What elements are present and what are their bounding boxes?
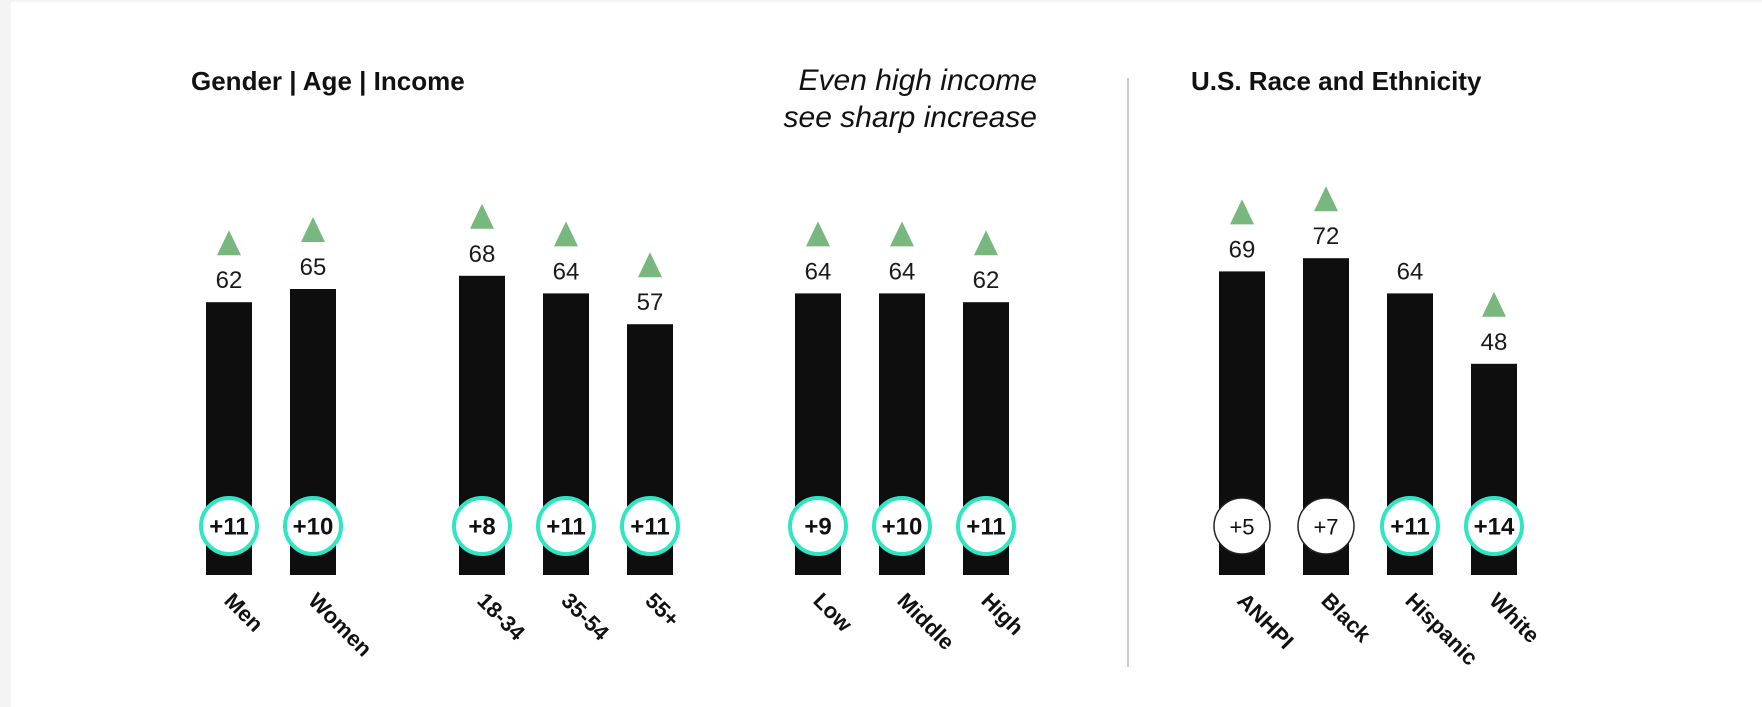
significant-change-circle xyxy=(1380,496,1440,556)
significant-change-circle xyxy=(872,496,932,556)
value-label: 64 xyxy=(1397,258,1424,285)
change-label: +11 xyxy=(1390,514,1429,541)
significant-change-circle xyxy=(452,496,512,556)
up-arrow-icon xyxy=(1314,186,1338,212)
value-label: 64 xyxy=(553,258,580,285)
value-label: 72 xyxy=(1313,223,1340,250)
category-label: Black xyxy=(1316,588,1376,648)
change-label: +10 xyxy=(293,514,334,541)
up-arrow-icon xyxy=(806,221,830,247)
change-label: +11 xyxy=(546,514,585,541)
significant-change-circle xyxy=(1464,496,1524,556)
value-label: 57 xyxy=(637,289,664,316)
change-circle xyxy=(1297,497,1355,555)
category-label: Women xyxy=(303,588,377,662)
value-label: 64 xyxy=(889,258,916,285)
up-arrow-icon xyxy=(974,230,998,256)
change-label: +11 xyxy=(630,514,669,541)
change-label: +11 xyxy=(209,514,248,541)
change-label: +5 xyxy=(1229,515,1254,540)
change-label: +10 xyxy=(882,514,923,541)
left-section-title: Gender | Age | Income xyxy=(191,66,465,96)
significant-change-circle xyxy=(956,496,1016,556)
change-label: +9 xyxy=(804,514,831,541)
category-label: 35-54 xyxy=(556,588,614,646)
category-label: Middle xyxy=(892,588,959,655)
up-arrow-icon xyxy=(470,203,494,229)
category-label: Men xyxy=(219,588,268,637)
up-arrow-icon xyxy=(1230,199,1254,225)
value-label: 64 xyxy=(805,258,832,285)
value-label: 65 xyxy=(300,254,327,281)
change-label: +8 xyxy=(468,514,495,541)
value-label: 68 xyxy=(469,241,496,268)
value-label: 62 xyxy=(973,267,1000,294)
up-arrow-icon xyxy=(554,221,578,247)
category-label: 55+ xyxy=(640,588,684,632)
significant-change-circle xyxy=(283,496,343,556)
significant-change-circle xyxy=(620,496,680,556)
category-label: White xyxy=(1484,588,1544,648)
chart-svg: Gender | Age | Income Even high income s… xyxy=(191,64,1544,671)
chart-root: Gender | Age | Income Even high income s… xyxy=(11,2,1762,707)
value-label: 62 xyxy=(216,267,243,294)
change-label: +14 xyxy=(1474,514,1515,541)
up-arrow-icon xyxy=(217,230,241,256)
right-section-title: U.S. Race and Ethnicity xyxy=(1191,66,1482,96)
category-label: ANHPI xyxy=(1232,588,1298,654)
callout-line-1: Even high income xyxy=(799,64,1037,97)
category-label: High xyxy=(976,588,1028,640)
up-arrow-icon xyxy=(638,252,662,278)
up-arrow-icon xyxy=(890,221,914,247)
category-label: 18-34 xyxy=(472,588,530,646)
change-circle xyxy=(1213,497,1271,555)
significant-change-circle xyxy=(788,496,848,556)
up-arrow-icon xyxy=(301,217,325,242)
significant-change-circle xyxy=(536,496,596,556)
callout-line-2: see sharp increase xyxy=(784,101,1037,134)
value-label: 48 xyxy=(1481,329,1508,356)
category-label: Hispanic xyxy=(1400,588,1483,671)
change-label: +7 xyxy=(1313,515,1338,540)
change-label: +11 xyxy=(966,514,1005,541)
significant-change-circle xyxy=(199,496,259,556)
value-label: 69 xyxy=(1229,236,1256,263)
category-label: Low xyxy=(808,588,857,637)
up-arrow-icon xyxy=(1482,291,1506,317)
chart-marks: 62 +11 Men 65 +10 Women 68 +8 18-34 64 +11 35-54 57 +… xyxy=(199,186,1544,671)
